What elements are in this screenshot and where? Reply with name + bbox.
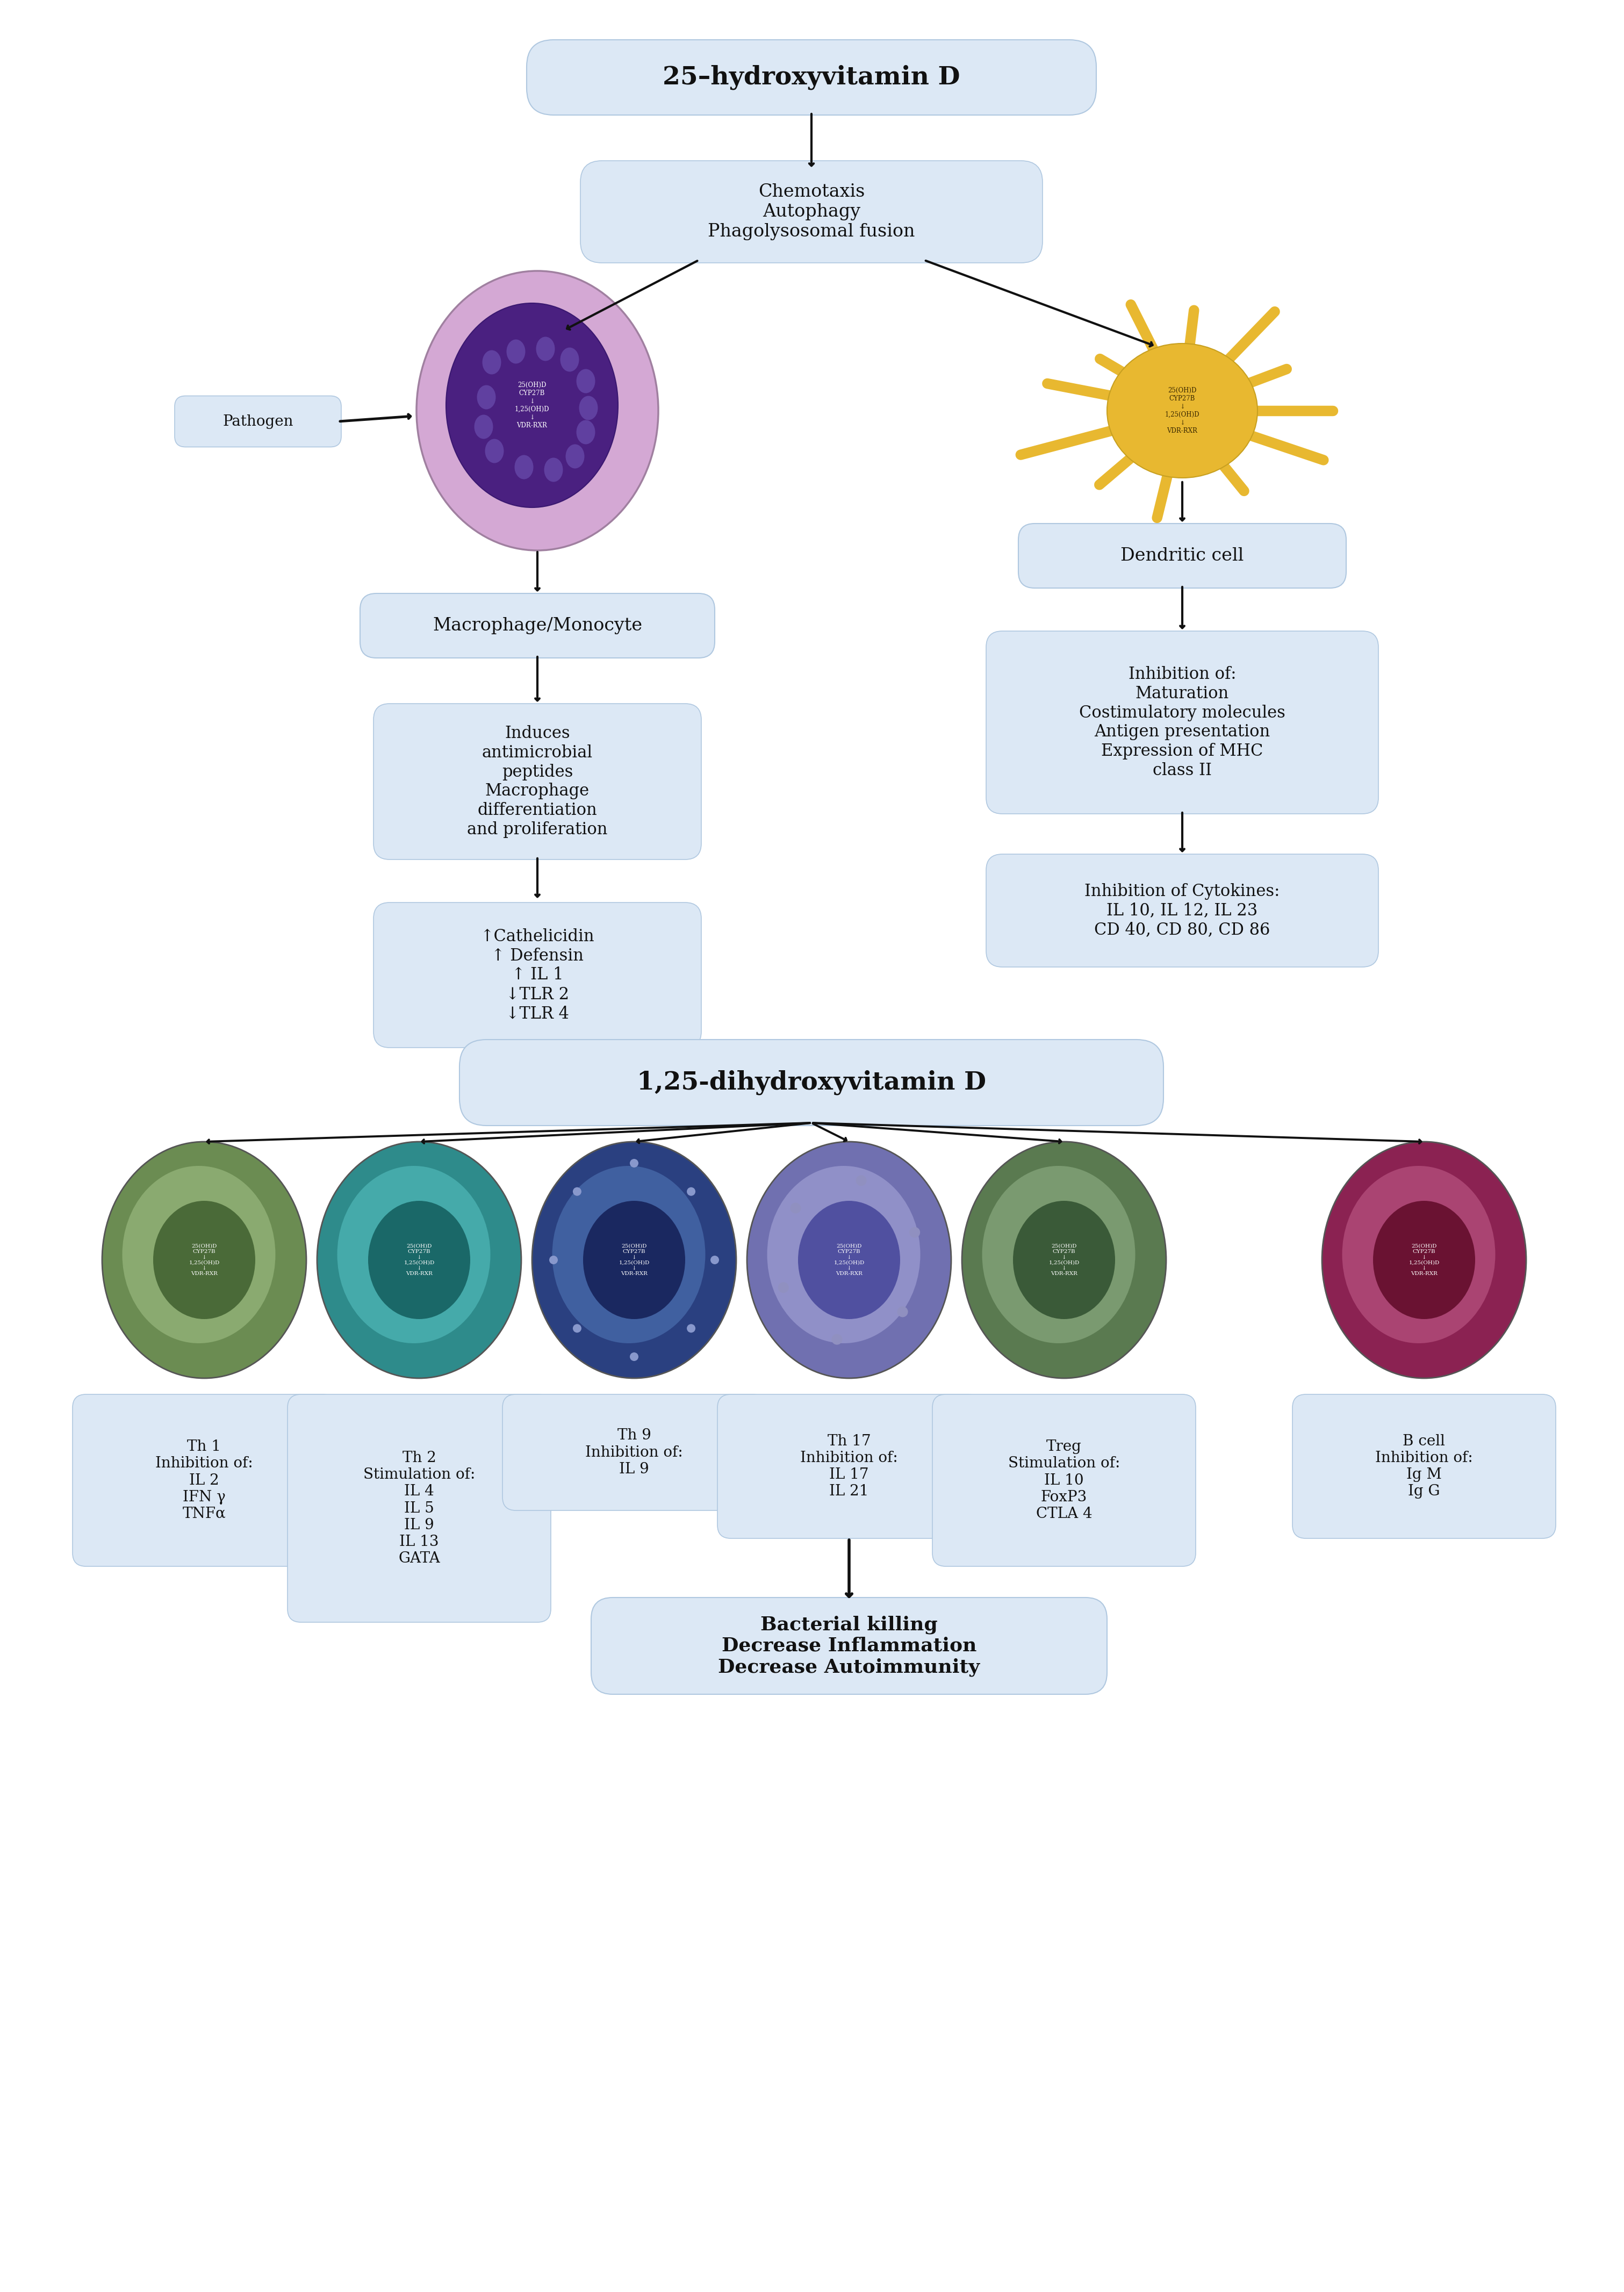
Ellipse shape [1013, 1201, 1116, 1320]
Circle shape [896, 1306, 908, 1318]
Text: 25(OH)D
CYP27B
↓
1,25(OH)D
↓
VDR-RXR: 25(OH)D CYP27B ↓ 1,25(OH)D ↓ VDR-RXR [188, 1245, 219, 1277]
Ellipse shape [983, 1167, 1135, 1343]
Circle shape [573, 1187, 581, 1196]
Text: Th 2
Stimulation of:
IL 4
IL 5
IL 9
IL 13
GATA: Th 2 Stimulation of: IL 4 IL 5 IL 9 IL 1… [364, 1451, 476, 1565]
Ellipse shape [1322, 1141, 1527, 1377]
FancyBboxPatch shape [1018, 523, 1346, 589]
FancyBboxPatch shape [374, 903, 702, 1047]
Ellipse shape [474, 415, 494, 438]
FancyBboxPatch shape [361, 594, 715, 658]
Text: Dendritic cell: Dendritic cell [1121, 548, 1244, 564]
Ellipse shape [544, 458, 564, 481]
Ellipse shape [477, 385, 495, 410]
Circle shape [778, 1281, 789, 1293]
Ellipse shape [1341, 1167, 1496, 1343]
FancyBboxPatch shape [526, 39, 1096, 115]
Ellipse shape [1372, 1201, 1475, 1320]
Circle shape [630, 1160, 638, 1167]
FancyBboxPatch shape [718, 1394, 981, 1538]
FancyBboxPatch shape [1293, 1394, 1556, 1538]
Circle shape [549, 1256, 557, 1265]
Ellipse shape [747, 1141, 952, 1377]
Text: Bacterial killing
Decrease Inflammation
Decrease Autoimmunity: Bacterial killing Decrease Inflammation … [718, 1616, 979, 1675]
FancyBboxPatch shape [287, 1394, 551, 1623]
Ellipse shape [102, 1141, 307, 1377]
Text: Induces
antimicrobial
peptides
Macrophage
differentiation
and proliferation: Induces antimicrobial peptides Macrophag… [468, 724, 607, 839]
FancyBboxPatch shape [932, 1394, 1195, 1565]
Text: 25(OH)D
CYP27B
↓
1,25(OH)D
↓
VDR-RXR: 25(OH)D CYP27B ↓ 1,25(OH)D ↓ VDR-RXR [515, 383, 549, 429]
Circle shape [687, 1325, 695, 1332]
Text: 25(OH)D
CYP27B
↓
1,25(OH)D
↓
VDR-RXR: 25(OH)D CYP27B ↓ 1,25(OH)D ↓ VDR-RXR [619, 1245, 650, 1277]
Circle shape [687, 1187, 695, 1196]
FancyBboxPatch shape [591, 1598, 1108, 1694]
Text: Th 9
Inhibition of:
IL 9: Th 9 Inhibition of: IL 9 [585, 1428, 684, 1476]
Circle shape [791, 1203, 801, 1212]
Ellipse shape [338, 1167, 490, 1343]
Circle shape [710, 1256, 719, 1265]
FancyBboxPatch shape [175, 397, 341, 447]
Text: B cell
Inhibition of:
Ig M
Ig G: B cell Inhibition of: Ig M Ig G [1376, 1435, 1473, 1499]
Ellipse shape [961, 1141, 1166, 1377]
Text: 25–hydroxyvitamin D: 25–hydroxyvitamin D [663, 64, 960, 89]
Text: Pathogen: Pathogen [222, 415, 294, 429]
Ellipse shape [369, 1201, 471, 1320]
Circle shape [831, 1334, 843, 1345]
Ellipse shape [552, 1167, 705, 1343]
Ellipse shape [797, 1201, 900, 1320]
FancyBboxPatch shape [73, 1394, 336, 1565]
Ellipse shape [533, 1141, 736, 1377]
Ellipse shape [507, 339, 525, 364]
Ellipse shape [767, 1167, 921, 1343]
Ellipse shape [122, 1167, 276, 1343]
FancyBboxPatch shape [460, 1041, 1163, 1125]
Text: ↑Cathelicidin
↑ Defensin
↑ IL 1
↓TLR 2
↓TLR 4: ↑Cathelicidin ↑ Defensin ↑ IL 1 ↓TLR 2 ↓… [481, 928, 594, 1022]
Circle shape [573, 1325, 581, 1332]
Text: Treg
Stimulation of:
IL 10
FoxP3
CTLA 4: Treg Stimulation of: IL 10 FoxP3 CTLA 4 [1009, 1439, 1121, 1522]
FancyBboxPatch shape [580, 160, 1043, 264]
Ellipse shape [153, 1201, 255, 1320]
Ellipse shape [416, 270, 658, 550]
FancyBboxPatch shape [374, 704, 702, 859]
Circle shape [630, 1352, 638, 1361]
FancyBboxPatch shape [986, 630, 1379, 814]
Text: 25(OH)D
CYP27B
↓
1,25(OH)D
↓
VDR-RXR: 25(OH)D CYP27B ↓ 1,25(OH)D ↓ VDR-RXR [1164, 387, 1200, 433]
Ellipse shape [482, 351, 502, 374]
Text: 25(OH)D
CYP27B
↓
1,25(OH)D
↓
VDR-RXR: 25(OH)D CYP27B ↓ 1,25(OH)D ↓ VDR-RXR [1049, 1245, 1080, 1277]
Ellipse shape [1108, 344, 1257, 477]
Ellipse shape [317, 1141, 521, 1377]
Ellipse shape [577, 419, 594, 445]
Text: 1,25-dihydroxyvitamin D: 1,25-dihydroxyvitamin D [637, 1070, 986, 1096]
Ellipse shape [560, 348, 580, 371]
Text: Th 17
Inhibition of:
IL 17
IL 21: Th 17 Inhibition of: IL 17 IL 21 [801, 1435, 898, 1499]
Text: 25(OH)D
CYP27B
↓
1,25(OH)D
↓
VDR-RXR: 25(OH)D CYP27B ↓ 1,25(OH)D ↓ VDR-RXR [1408, 1245, 1439, 1277]
Ellipse shape [536, 337, 555, 360]
FancyBboxPatch shape [502, 1394, 767, 1510]
Ellipse shape [565, 445, 585, 468]
Circle shape [856, 1176, 867, 1185]
Ellipse shape [577, 369, 594, 394]
Text: 25(OH)D
CYP27B
↓
1,25(OH)D
↓
VDR-RXR: 25(OH)D CYP27B ↓ 1,25(OH)D ↓ VDR-RXR [833, 1245, 864, 1277]
Text: Inhibition of:
Maturation
Costimulatory molecules
Antigen presentation
Expressio: Inhibition of: Maturation Costimulatory … [1078, 667, 1286, 779]
Ellipse shape [580, 397, 598, 419]
Ellipse shape [447, 303, 619, 507]
FancyBboxPatch shape [986, 855, 1379, 967]
Text: Inhibition of Cytokines:
IL 10, IL 12, IL 23
CD 40, CD 80, CD 86: Inhibition of Cytokines: IL 10, IL 12, I… [1085, 882, 1280, 937]
Ellipse shape [583, 1201, 685, 1320]
Circle shape [909, 1226, 921, 1238]
Text: Th 1
Inhibition of:
IL 2
IFN γ
TNFα: Th 1 Inhibition of: IL 2 IFN γ TNFα [156, 1439, 253, 1522]
Ellipse shape [486, 438, 503, 463]
Text: Macrophage/Monocyte: Macrophage/Monocyte [432, 617, 641, 635]
Text: Chemotaxis
Autophagy
Phagolysosomal fusion: Chemotaxis Autophagy Phagolysosomal fusi… [708, 183, 914, 241]
Text: 25(OH)D
CYP27B
↓
1,25(OH)D
↓
VDR-RXR: 25(OH)D CYP27B ↓ 1,25(OH)D ↓ VDR-RXR [404, 1245, 435, 1277]
Ellipse shape [515, 456, 533, 479]
